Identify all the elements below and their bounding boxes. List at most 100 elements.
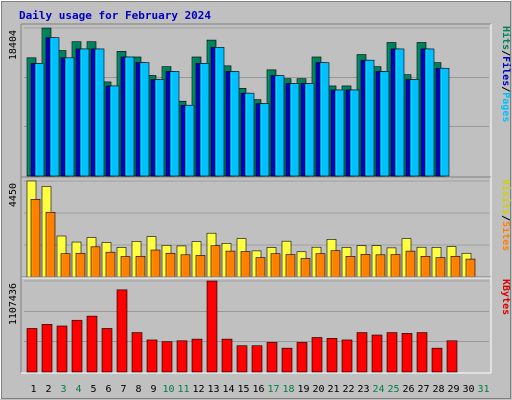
legend-item: Sites: [500, 221, 512, 251]
bar-kbytes: [41, 324, 53, 373]
x-tick-label: 24: [372, 384, 384, 395]
panel-kbytes: 1107436 KBytes: [8, 276, 511, 374]
bar-kbytes: [206, 280, 218, 373]
bar-pages: [289, 83, 300, 177]
legend-item: Pages: [500, 92, 511, 122]
bar-pages: [229, 71, 240, 177]
bar-kbytes: [266, 342, 278, 373]
bar-pages: [109, 85, 120, 177]
bar-pages: [349, 89, 360, 177]
panel-visits: 4450 Visits/Sites: [8, 176, 512, 279]
bar-kbytes: [431, 347, 443, 373]
x-tick-label: 12: [192, 384, 204, 395]
x-tick-label: 13: [207, 384, 219, 395]
x-tick-label: 1: [30, 384, 36, 395]
bar-pages: [79, 48, 90, 177]
x-tick-label: 9: [150, 384, 156, 395]
bar-pages: [319, 62, 330, 177]
x-axis-labels: 1 2 3 4 5 6 7 8 9 10 11 12 13 14 15 16 17 18 19 20 21 22 23 24 2…: [30, 384, 489, 395]
legend-item: /: [500, 86, 511, 92]
x-tick-label: 29: [447, 384, 459, 395]
bar-pages: [424, 48, 435, 177]
bar-pages: [439, 67, 450, 177]
bar-kbytes: [296, 342, 308, 373]
bar-kbytes: [221, 338, 233, 373]
x-tick-label: 7: [120, 384, 126, 395]
x-tick-label: 4: [75, 384, 81, 395]
x-tick-label: 28: [432, 384, 444, 395]
bar-pages: [259, 103, 270, 177]
bar-kbytes: [86, 315, 98, 373]
bar-kbytes: [326, 338, 338, 373]
x-tick-label: 20: [312, 384, 324, 395]
bar-pages: [379, 71, 390, 177]
panel-legend: KBytes: [500, 279, 511, 315]
y-max-label: 4450: [8, 183, 19, 207]
x-tick-label: 14: [222, 384, 234, 395]
x-tick-label: 30: [462, 384, 474, 395]
bar-kbytes: [311, 337, 323, 373]
x-tick-label: 10: [162, 384, 174, 395]
panel-legend: Hits/Files/Pages: [500, 26, 512, 122]
legend-item: Files: [500, 56, 512, 86]
x-tick-label: 21: [327, 384, 339, 395]
bar-pages: [124, 56, 135, 177]
bar-kbytes: [131, 332, 143, 373]
bar-pages: [409, 79, 420, 177]
panel-hits: 18404 Hits/Files/Pages: [8, 23, 512, 178]
x-tick-label: 8: [135, 384, 141, 395]
x-tick-label: 25: [387, 384, 399, 395]
bar-pages: [199, 63, 210, 177]
bar-pages: [184, 104, 195, 177]
panel-legend: Visits/Sites: [500, 179, 512, 251]
bar-kbytes: [251, 345, 263, 373]
legend-item: /: [500, 215, 511, 221]
x-tick-label: 27: [417, 384, 429, 395]
bar-pages: [169, 71, 180, 177]
bar-kbytes: [101, 328, 113, 373]
bar-kbytes: [56, 325, 68, 373]
legend-item: KBytes: [500, 279, 511, 315]
bar-kbytes: [281, 347, 293, 373]
x-tick-label: 6: [105, 384, 111, 395]
bar-pages: [94, 48, 105, 177]
x-tick-label: 26: [402, 384, 414, 395]
bar-pages: [274, 75, 285, 177]
bar-kbytes: [116, 289, 128, 373]
legend-item: Visits: [500, 179, 512, 215]
bar-pages: [49, 37, 60, 177]
bar-pages: [139, 62, 150, 177]
legend-item: /: [500, 50, 511, 56]
legend-item: Hits: [500, 26, 512, 50]
bar-kbytes: [191, 338, 203, 373]
x-tick-label: 15: [237, 384, 249, 395]
bar-pages: [244, 92, 255, 177]
bar-kbytes: [386, 332, 398, 373]
bar-kbytes: [371, 334, 383, 373]
bar-pages: [334, 89, 345, 177]
bar-kbytes: [161, 341, 173, 373]
bar-kbytes: [26, 328, 38, 373]
bar-pages: [394, 48, 405, 177]
bar-pages: [364, 59, 375, 177]
x-tick-label: 23: [357, 384, 369, 395]
bar-kbytes: [356, 332, 368, 373]
bar-kbytes: [416, 332, 428, 373]
bar-pages: [34, 63, 45, 177]
bar-pages: [304, 83, 315, 177]
x-tick-label: 17: [267, 384, 279, 395]
chart-title: Daily usage for February 2024: [19, 9, 211, 22]
x-tick-label: 11: [177, 384, 189, 395]
bar-pages: [214, 47, 225, 177]
bar-kbytes: [341, 339, 353, 373]
bar-kbytes: [401, 333, 413, 373]
bar-pages: [154, 79, 165, 177]
bar-kbytes: [71, 319, 83, 373]
x-tick-label: 16: [252, 384, 264, 395]
bar-kbytes: [146, 339, 158, 373]
x-tick-label: 18: [282, 384, 294, 395]
x-tick-label: 31: [477, 384, 489, 395]
